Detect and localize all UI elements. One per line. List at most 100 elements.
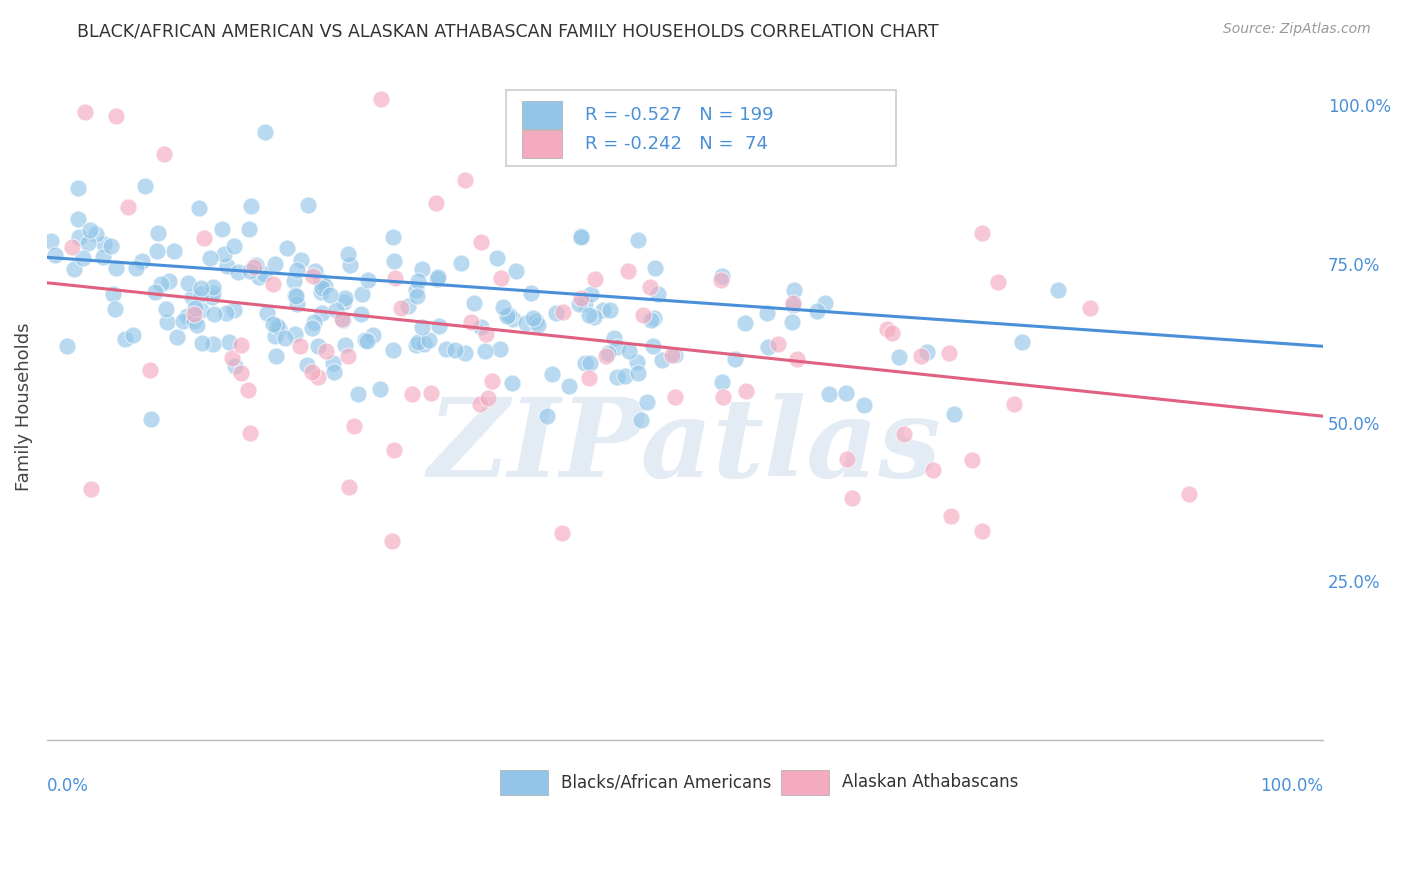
Point (183, 301, 205, 315)
Point (640, 313, 662, 327)
Point (290, 252, 312, 267)
Point (463, 295, 485, 310)
Point (198, 251, 221, 265)
Point (396, 299, 419, 313)
Point (647, 287, 669, 301)
Point (853, 398, 876, 412)
Point (425, 196, 447, 211)
Point (262, 277, 284, 291)
Point (190, 287, 212, 301)
Point (307, 339, 329, 353)
Point (172, 314, 194, 328)
Point (322, 356, 344, 370)
Point (939, 508, 962, 523)
Point (67, 181, 90, 195)
Point (285, 297, 308, 311)
Point (599, 303, 621, 318)
Text: R = -0.242   N =  74: R = -0.242 N = 74 (585, 136, 769, 153)
Point (337, 350, 360, 364)
Point (72, 251, 94, 265)
Point (157, 274, 180, 288)
Point (426, 272, 449, 286)
Point (114, 332, 136, 346)
Y-axis label: Family Households: Family Households (15, 322, 32, 491)
Point (569, 229, 592, 244)
Point (835, 451, 858, 466)
Point (710, 375, 733, 389)
Point (419, 385, 441, 400)
Point (239, 199, 262, 213)
Point (960, 453, 983, 467)
Point (190, 302, 212, 317)
Point (218, 334, 240, 349)
Text: R = -0.527   N = 199: R = -0.527 N = 199 (585, 106, 775, 124)
Point (239, 426, 262, 441)
Point (644, 260, 666, 275)
Point (363, 327, 385, 342)
Point (156, 315, 179, 329)
Point (39, 234, 62, 248)
Point (256, 306, 278, 320)
Point (661, 348, 683, 362)
Point (212, 246, 235, 260)
Point (664, 390, 686, 404)
Point (917, 345, 939, 359)
Point (188, 201, 211, 215)
Point (710, 269, 733, 284)
Point (224, 302, 246, 317)
Point (44, 248, 66, 262)
Point (330, 312, 353, 326)
Point (595, 349, 617, 363)
Point (524, 314, 547, 328)
Point (841, 491, 863, 505)
Point (454, 172, 477, 186)
Point (495, 309, 517, 323)
Point (502, 311, 524, 326)
Point (356, 334, 378, 348)
Point (323, 366, 346, 380)
Point (176, 309, 198, 323)
Point (266, 319, 288, 334)
Point (520, 285, 543, 300)
Point (79, 222, 101, 236)
Point (215, 259, 238, 273)
Point (592, 302, 614, 317)
Point (301, 321, 323, 335)
Point (783, 283, 806, 297)
Point (91, 250, 114, 264)
Point (583, 271, 606, 285)
Point (73, 105, 96, 120)
Point (155, 301, 177, 316)
Point (249, 269, 271, 284)
Point (475, 327, 498, 342)
Point (780, 315, 803, 329)
Point (596, 345, 619, 359)
Point (264, 257, 287, 271)
Point (460, 315, 482, 329)
Point (786, 351, 808, 366)
Point (302, 315, 325, 329)
Point (201, 337, 224, 351)
Point (253, 125, 276, 139)
Point (938, 346, 960, 360)
Point (578, 371, 600, 385)
Point (370, 92, 392, 106)
Point (401, 387, 423, 401)
Point (354, 333, 377, 347)
Point (636, 395, 658, 409)
Point (384, 271, 406, 285)
Point (104, 302, 127, 317)
Point (527, 318, 550, 332)
Point (304, 264, 326, 278)
Point (274, 331, 297, 345)
Point (835, 385, 858, 400)
Point (350, 286, 373, 301)
Point (651, 353, 673, 368)
Point (285, 263, 308, 277)
Text: 0.0%: 0.0% (46, 777, 89, 795)
Point (498, 309, 520, 323)
Point (104, 260, 127, 275)
Point (893, 427, 915, 442)
Point (333, 291, 356, 305)
Point (143, 285, 166, 299)
